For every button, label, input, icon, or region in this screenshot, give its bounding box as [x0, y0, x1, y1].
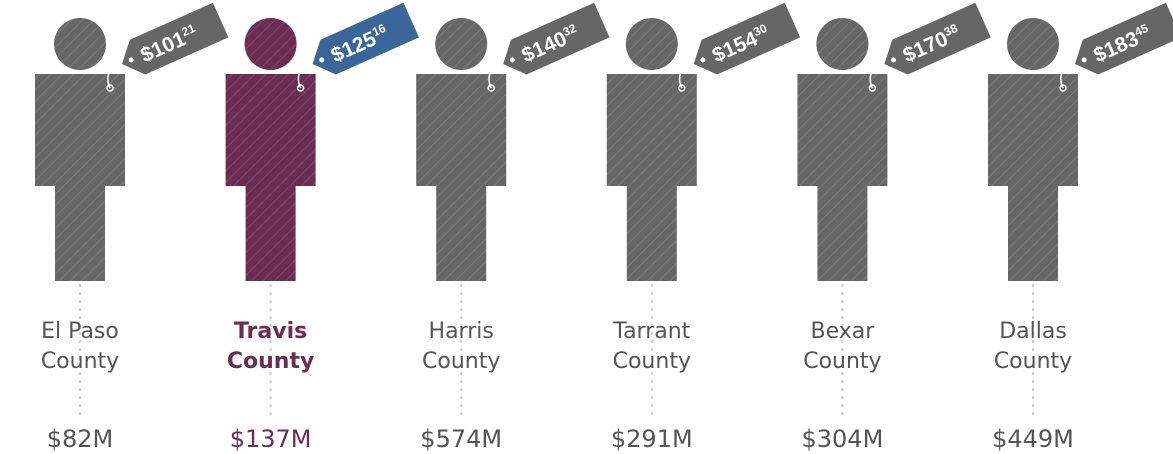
county-name: Tarrant: [612, 319, 690, 344]
tag-cents: 38: [942, 21, 960, 39]
tag-hole: [891, 57, 897, 63]
body-stripes: [988, 74, 1078, 281]
county-name: Bexar: [811, 319, 876, 344]
body-stripes: [797, 74, 888, 281]
county-name: County: [994, 349, 1072, 374]
county: $14032 Harris County $574M: [416, 2, 610, 454]
tag-knot: [487, 84, 495, 92]
tag-cents: 21: [179, 21, 197, 39]
tag-hole: [319, 57, 325, 63]
tag-knot: [678, 84, 686, 92]
tag-knot: [868, 84, 877, 92]
total: $304M: [802, 425, 884, 453]
county-name: County: [227, 349, 314, 374]
tag-shape: [312, 2, 419, 75]
body-stripes: [606, 74, 697, 281]
county-name: County: [41, 349, 119, 374]
tag-cents: 30: [751, 21, 769, 39]
head-stripes: [244, 18, 297, 70]
body-stripes: [416, 74, 507, 281]
county: $10121 El Paso County $82M: [35, 2, 229, 454]
tag-shape: [122, 2, 229, 75]
body-stripes: [35, 74, 125, 281]
tag-shape: [693, 2, 801, 75]
county: $18345 Dallas County $449M: [988, 2, 1173, 454]
head-stripes: [816, 18, 869, 70]
tag-shape: [1075, 2, 1173, 75]
county-name: Dallas: [999, 319, 1067, 344]
county-name: County: [803, 349, 881, 374]
county-name: El Paso: [41, 319, 119, 344]
total: $574M: [420, 425, 502, 453]
county: $12516 Travis County $137M: [225, 2, 419, 454]
tag-hole: [700, 57, 706, 63]
county-name: Travis: [234, 319, 307, 344]
tag-knot: [106, 84, 114, 92]
tag-cents: 16: [370, 21, 388, 39]
tag-knot: [1059, 84, 1067, 92]
tag-knot: [296, 84, 305, 92]
county: $15430 Tarrant County $291M: [606, 2, 801, 454]
county-name: Harris: [429, 319, 494, 344]
price-tag: $18345: [1075, 2, 1173, 75]
head-stripes: [625, 18, 678, 70]
tag-cents: 32: [561, 21, 579, 39]
total-bg: [606, 420, 697, 454]
tag-shape: [503, 2, 610, 75]
total-bg: [797, 420, 888, 454]
total: $291M: [611, 425, 693, 453]
tag-hole: [509, 57, 515, 63]
head-stripes: [54, 18, 106, 70]
head-stripes: [435, 18, 488, 70]
total: $137M: [230, 425, 312, 453]
body-stripes: [225, 74, 316, 281]
total: $449M: [992, 425, 1074, 453]
price-tag: $14032: [503, 2, 610, 75]
county: $17038 Bexar County $304M: [797, 2, 991, 454]
price-tag: $15430: [693, 2, 801, 75]
total-bg: [225, 420, 316, 454]
price-tag: $12516: [312, 2, 419, 75]
tag-hole: [128, 57, 134, 63]
price-tag: $17038: [884, 2, 991, 75]
total-bg: [988, 420, 1078, 454]
total-bg: [35, 420, 125, 454]
head-stripes: [1007, 18, 1059, 70]
total: $82M: [47, 425, 114, 453]
county-name: County: [613, 349, 691, 374]
tag-cents: 45: [1132, 21, 1150, 39]
tag-shape: [884, 2, 991, 75]
county-name: County: [422, 349, 500, 374]
tag-hole: [1081, 57, 1087, 63]
price-tag: $10121: [122, 2, 229, 75]
total-bg: [416, 420, 507, 454]
